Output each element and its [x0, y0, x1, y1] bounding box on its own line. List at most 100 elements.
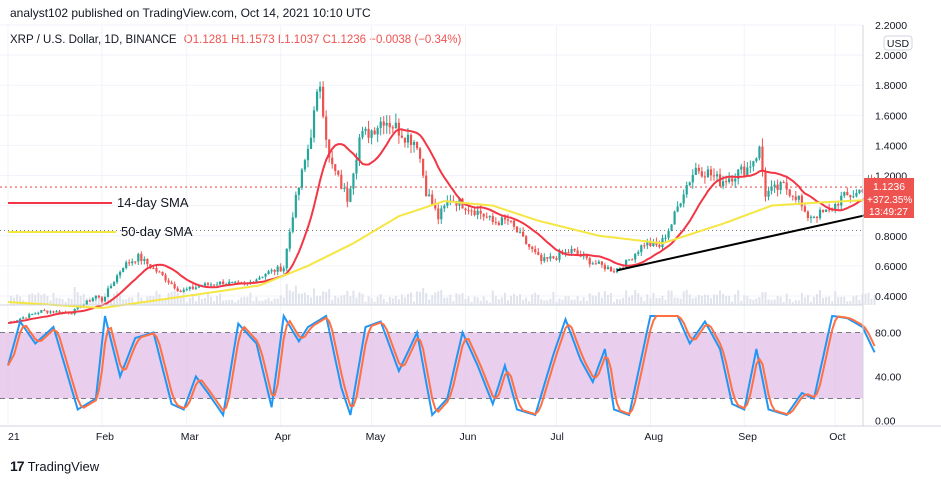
candle-body	[485, 216, 488, 218]
volume-bar	[400, 294, 403, 305]
candle-body	[370, 130, 373, 138]
candle-body	[488, 216, 491, 218]
candle-body	[437, 208, 440, 220]
volume-bar	[725, 295, 728, 305]
candle-body	[276, 266, 279, 272]
candle-body	[109, 285, 113, 289]
candle-body	[585, 255, 588, 259]
volume-bar	[609, 292, 612, 305]
candle-body	[606, 267, 610, 270]
volume-bar	[61, 299, 64, 305]
candle-body	[803, 206, 806, 212]
level-layer	[0, 186, 863, 399]
volume-bar	[228, 300, 231, 305]
volume-bar	[855, 295, 858, 305]
candle-body	[649, 241, 652, 247]
price-chart[interactable]: 2.20002.00001.80001.60001.40001.20001.00…	[0, 0, 941, 450]
volume-bar	[279, 295, 282, 305]
candle-body	[715, 174, 719, 177]
candle-body	[334, 164, 337, 171]
symbol-label: XRP / U.S. Dollar, 1D, BINANCE	[10, 34, 177, 46]
volume-bar	[758, 297, 761, 305]
candle-body	[849, 195, 852, 198]
volume-bar	[773, 299, 776, 305]
volume-bar	[812, 296, 815, 305]
volume-bar	[537, 294, 540, 305]
volume-bar	[716, 294, 719, 305]
volume-bar	[282, 297, 285, 305]
volume-bar	[361, 293, 364, 305]
candle-body	[406, 134, 410, 143]
candle-body	[191, 286, 194, 289]
volume-bar	[328, 288, 331, 305]
candle-body	[515, 226, 519, 233]
volume-bar	[622, 297, 625, 305]
volume-bar	[264, 299, 267, 305]
volume-bar	[203, 298, 206, 305]
volume-bar	[858, 299, 861, 305]
volume-bar	[764, 292, 767, 305]
candle-body	[46, 310, 49, 313]
candle-body	[100, 297, 104, 302]
stochastic-tick-label: 0.00	[875, 416, 896, 428]
candle-body	[749, 166, 752, 168]
candle-body	[337, 170, 340, 175]
candle-body	[76, 306, 79, 310]
volume-bar	[276, 298, 279, 305]
candle-body	[37, 312, 40, 314]
price-tick-label: 2.0000	[875, 50, 907, 62]
candle-body	[788, 189, 791, 196]
time-tick-label: Apr	[275, 431, 292, 443]
candle-body	[294, 194, 297, 218]
candle-body	[703, 176, 706, 178]
volume-bar	[482, 296, 485, 305]
candle-body	[558, 252, 561, 260]
currency-badge[interactable]: USD	[883, 35, 913, 51]
candle-body	[273, 269, 276, 272]
candle-body	[376, 127, 379, 135]
stochastic-d-line	[7, 315, 876, 416]
volume-bar	[685, 289, 688, 305]
candle-body	[264, 274, 267, 277]
volume-bar	[382, 298, 385, 305]
candle-body	[288, 231, 291, 249]
volume-bar	[179, 296, 182, 305]
candle-body	[706, 169, 710, 178]
volume-bar	[37, 292, 40, 305]
volume-bar	[443, 297, 446, 305]
volume-bar	[200, 298, 203, 305]
volume-bar	[291, 291, 294, 305]
volume-bar	[188, 297, 191, 305]
volume-bar	[525, 297, 528, 305]
candle-body	[40, 310, 43, 313]
volume-bar	[334, 295, 337, 305]
axis-layer: 2.20002.00001.80001.60001.40001.20001.00…	[8, 20, 907, 443]
volume-bar	[870, 298, 873, 305]
volume-bar	[613, 302, 615, 305]
volume-bar	[846, 301, 849, 305]
candle-body	[767, 190, 770, 197]
volume-bar	[385, 302, 388, 305]
candle-body	[440, 208, 443, 220]
volume-bar	[449, 294, 452, 305]
tradingview-brand[interactable]: TradingView	[27, 458, 100, 474]
candle-body	[115, 275, 119, 283]
candle-body	[28, 314, 31, 318]
volume-bar	[285, 283, 288, 305]
candle-body	[349, 188, 352, 202]
candle-body	[731, 178, 734, 182]
volume-bar	[379, 294, 382, 305]
volume-bar	[497, 299, 500, 305]
candle-body	[709, 169, 713, 176]
volume-bar	[800, 292, 803, 305]
volume-bar	[40, 295, 43, 305]
volume-bar	[216, 295, 219, 305]
volume-bar	[122, 299, 125, 305]
volume-bar	[419, 291, 422, 305]
candle-body	[640, 245, 643, 253]
volume-bar	[397, 299, 400, 305]
volume-bar	[97, 298, 100, 305]
candle-body	[219, 281, 222, 285]
candle-body	[255, 279, 258, 283]
volume-bar	[825, 296, 828, 305]
